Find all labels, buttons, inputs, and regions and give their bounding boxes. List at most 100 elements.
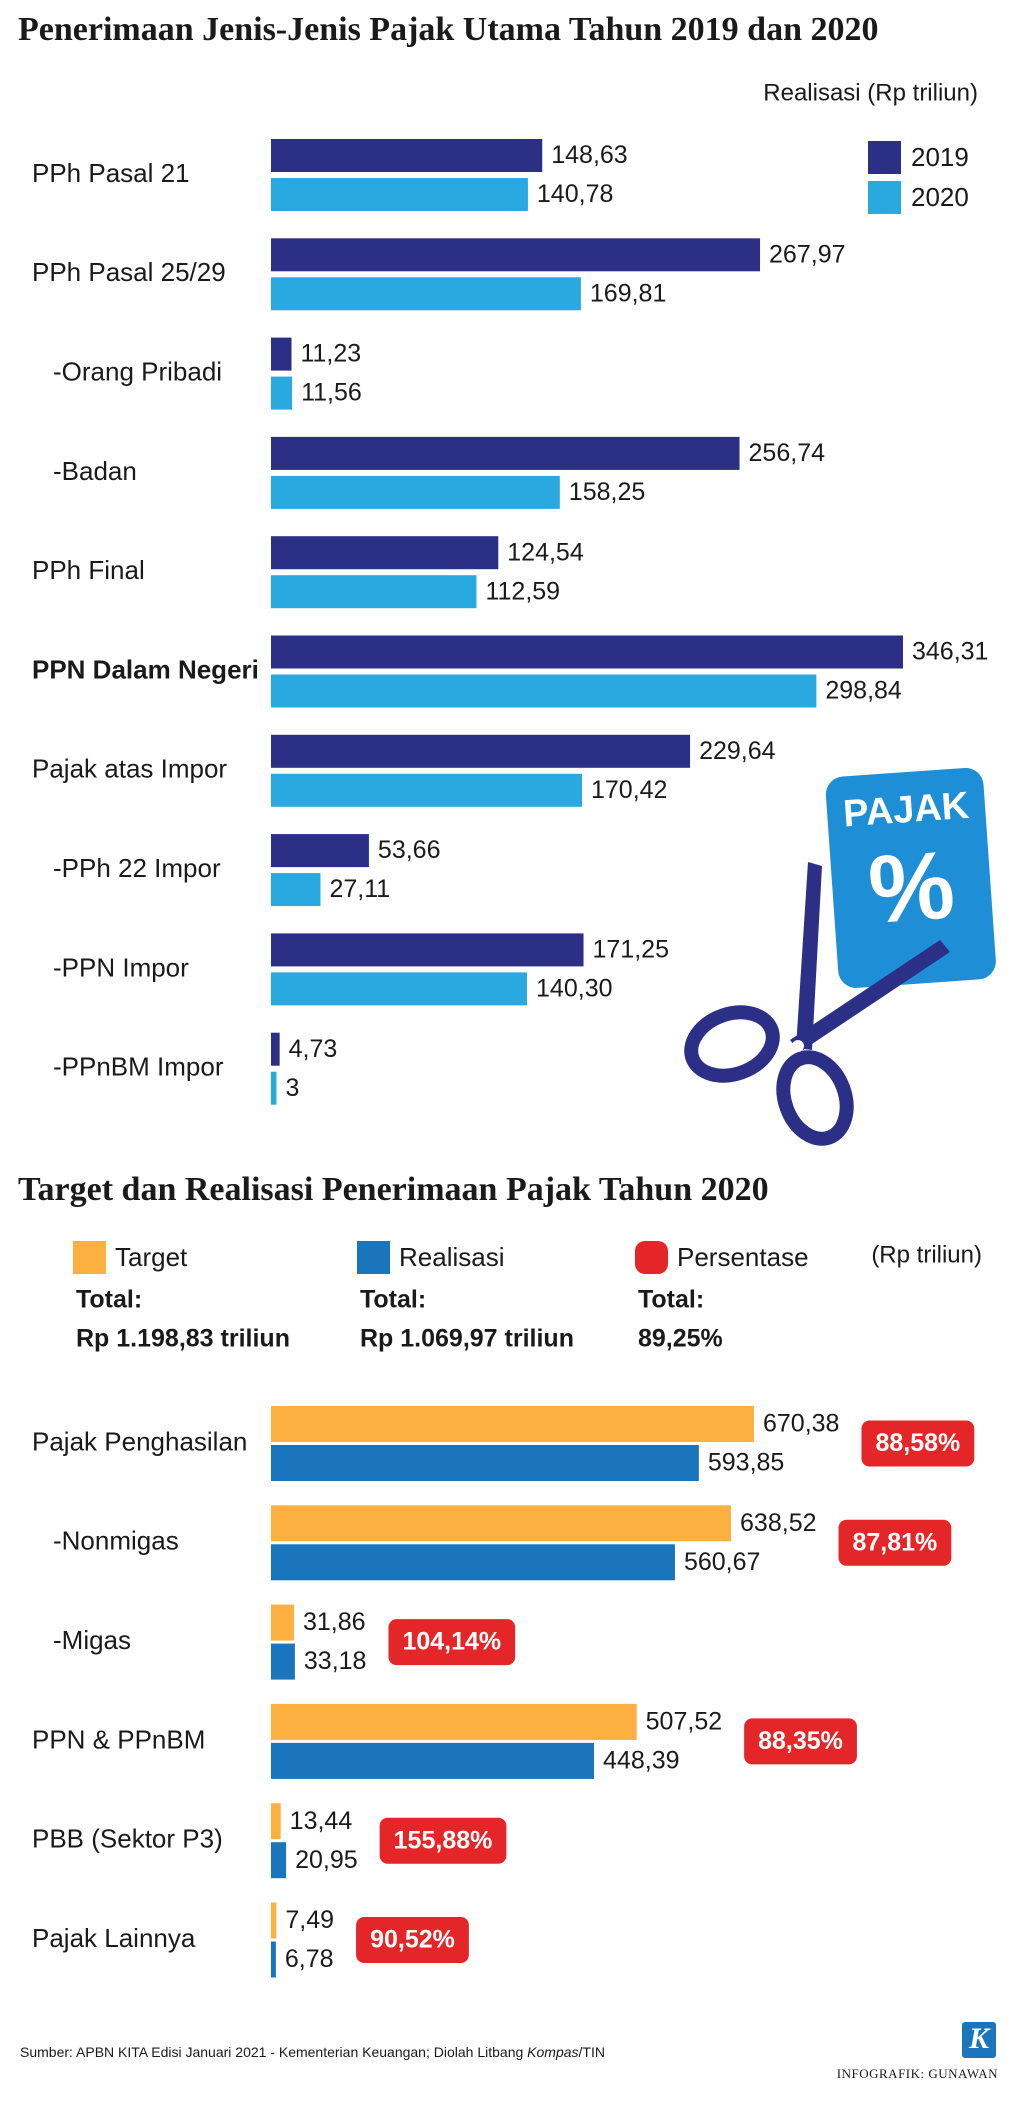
value-label: 448,39: [603, 1747, 679, 1775]
bar: [271, 475, 560, 509]
legend-swatch: [635, 1241, 668, 1274]
tag: [825, 767, 996, 988]
percentage-badge: [379, 1817, 507, 1864]
bar: [271, 238, 761, 272]
value-label: 140,78: [537, 180, 613, 208]
total-value: 89,25%: [638, 1325, 723, 1353]
total-label: Total:: [360, 1286, 426, 1314]
bar: [271, 536, 499, 570]
bar: [271, 933, 584, 967]
bar: [271, 178, 528, 211]
bar: [271, 1406, 754, 1442]
legend-swatch: [73, 1241, 106, 1274]
bar: [271, 1703, 637, 1740]
category-label: -Badan: [53, 456, 137, 486]
bar: [271, 1803, 281, 1840]
value-label: 11,56: [301, 379, 362, 407]
bar: [271, 1445, 699, 1481]
bar: [271, 436, 740, 470]
bar: [271, 972, 528, 1006]
percentage-label: 155,88%: [394, 1826, 493, 1854]
legend-swatch: [868, 181, 901, 214]
bar: [271, 1902, 277, 1939]
bar: [271, 834, 369, 868]
legend-label: Realisasi: [399, 1242, 505, 1272]
value-label: 256,74: [749, 439, 826, 467]
bar: [271, 376, 293, 410]
percentage-badge: [388, 1619, 516, 1666]
percentage-badge: [744, 1718, 857, 1765]
value-label: 170,42: [591, 776, 667, 804]
category-label: -Orang Pribadi: [53, 356, 222, 386]
value-label: 31,86: [303, 1608, 366, 1636]
value-label: 11,23: [300, 340, 361, 368]
category-label: PBB (Sektor P3): [32, 1824, 223, 1854]
value-label: 298,84: [825, 677, 902, 705]
value-label: 229,64: [699, 737, 776, 765]
logo-box: [962, 2022, 996, 2058]
chart-title: Target dan Realisasi Penerimaan Pajak Ta…: [18, 1171, 769, 1208]
legend-label: Target: [115, 1242, 188, 1272]
bar: [271, 1032, 280, 1066]
source-emphasis: Kompas: [527, 2044, 578, 2060]
percentage-badge: [861, 1420, 975, 1467]
bar: [271, 873, 321, 907]
bar: [271, 1842, 287, 1879]
value-label: 346,31: [912, 638, 988, 666]
value-label: 53,66: [378, 836, 441, 864]
value-label: 124,54: [507, 538, 584, 566]
category-label: Pajak Lainnya: [32, 1923, 196, 1953]
value-label: 670,38: [763, 1410, 839, 1438]
credit: INFOGRAFIK: GUNAWAN: [837, 2066, 998, 2081]
percentage-label: 90,52%: [370, 1926, 455, 1954]
handle: [684, 1005, 780, 1083]
bar: [271, 773, 583, 807]
value-label: 593,85: [708, 1449, 784, 1477]
bar: [271, 337, 292, 371]
category-label: PPN Dalam Negeri: [32, 654, 259, 684]
value-label: 3: [285, 1074, 299, 1102]
legend-label: 2019: [911, 142, 969, 172]
source-suffix: /TIN: [579, 2044, 605, 2060]
value-label: 158,25: [569, 478, 645, 506]
legend-swatch: [357, 1241, 390, 1274]
category-label: PPN & PPnBM: [32, 1724, 205, 1754]
icon-title: PAJAK: [842, 785, 971, 836]
value-label: 148,63: [551, 141, 627, 169]
source-text: Sumber: APBN KITA Edisi Januari 2021 - K…: [20, 2044, 527, 2060]
legend-swatch: [868, 141, 901, 174]
percentage-badge: [838, 1519, 952, 1566]
category-label: -PPN Impor: [53, 952, 189, 982]
icon-symbol: %: [865, 831, 958, 944]
bar: [271, 1941, 276, 1978]
bar: [271, 139, 543, 172]
value-label: 507,52: [646, 1708, 722, 1736]
total-label: Total:: [638, 1286, 704, 1314]
value-label: 7,49: [285, 1906, 334, 1934]
total-value: Rp 1.198,83 triliun: [76, 1325, 290, 1353]
bar: [271, 1505, 732, 1542]
bar: [271, 277, 581, 311]
chart-subtitle: Realisasi (Rp triliun): [763, 79, 978, 106]
category-label: -PPh 22 Impor: [53, 853, 221, 883]
bar: [271, 734, 691, 768]
bar: [271, 1604, 294, 1641]
chart-title: Penerimaan Jenis-Jenis Pajak Utama Tahun…: [18, 11, 879, 48]
value-label: 638,52: [740, 1509, 816, 1537]
logo: K: [968, 2022, 991, 2055]
bar: [271, 1643, 295, 1680]
bar: [271, 1742, 595, 1779]
bar: [271, 1544, 675, 1581]
value-label: 560,67: [684, 1548, 760, 1576]
category-label: -Nonmigas: [53, 1526, 179, 1556]
pivot: [792, 1040, 804, 1052]
value-label: 27,11: [329, 875, 390, 903]
percentage-label: 88,58%: [875, 1429, 960, 1457]
value-label: 169,81: [590, 279, 666, 307]
source: Sumber: APBN KITA Edisi Januari 2021 - K…: [20, 2044, 605, 2060]
blade: [796, 862, 822, 1050]
category-label: Pajak atas Impor: [32, 754, 227, 784]
bar: [271, 575, 477, 609]
category-label: -Migas: [53, 1625, 131, 1655]
